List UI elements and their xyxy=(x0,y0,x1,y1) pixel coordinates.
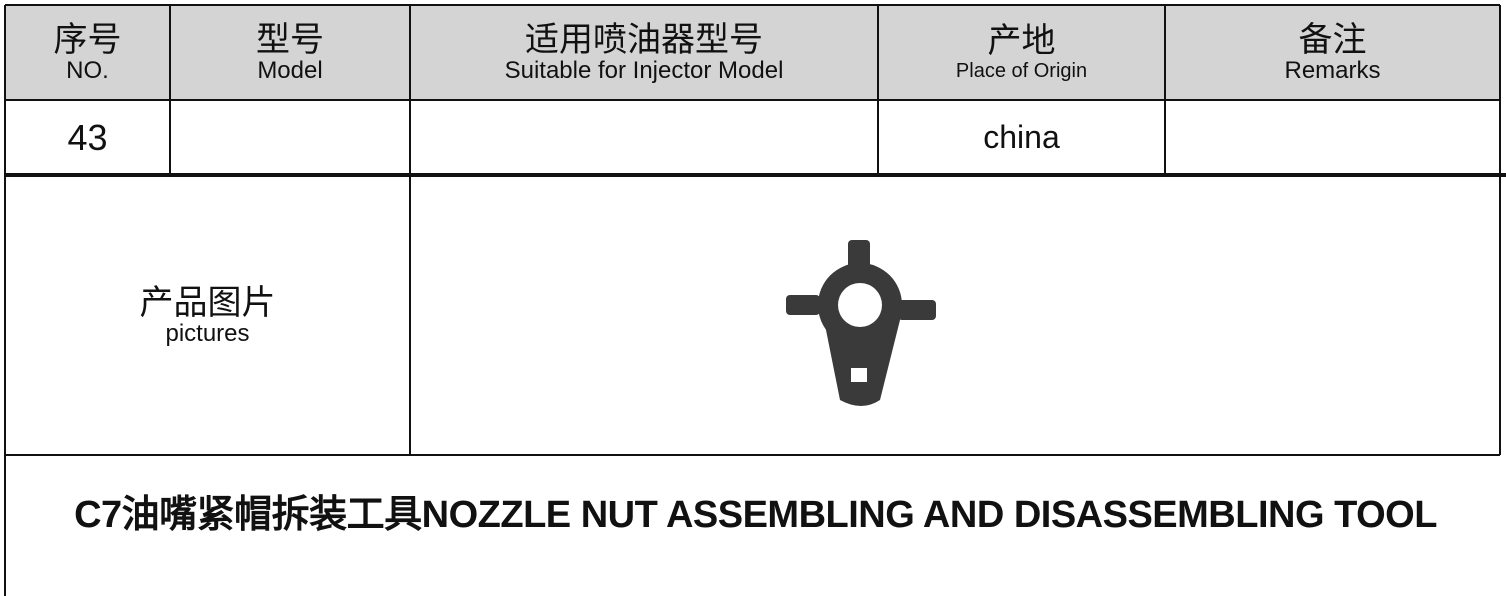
picture-label: 产品图片 pictures xyxy=(5,177,410,455)
product-title: C7油嘴紧帽拆装工具NOZZLE NUT ASSEMBLING AND DISA… xyxy=(74,493,1437,536)
header-cell: 序号 NO. xyxy=(5,5,170,100)
row-origin: china xyxy=(983,119,1060,155)
product-image xyxy=(786,240,936,406)
header-cell: 适用喷油器型号 Suitable for Injector Model xyxy=(410,5,878,100)
header-zh: 型号 xyxy=(256,20,324,59)
header-en: Model xyxy=(257,56,323,84)
header-cell: 产地 Place of Origin xyxy=(878,5,1165,100)
header-en: Suitable for Injector Model xyxy=(504,56,784,84)
header-zh: 产地 xyxy=(987,21,1056,60)
header-zh: 适用喷油器型号 xyxy=(525,20,763,59)
header-cell: 备注 Remarks xyxy=(1165,5,1500,100)
header-en: NO. xyxy=(66,56,109,84)
header-en: Remarks xyxy=(1284,56,1381,84)
header-zh: 备注 xyxy=(1298,20,1367,59)
header-en: Place of Origin xyxy=(955,59,1088,82)
header-cell: 型号 Model xyxy=(170,5,410,100)
picture-zh: 产品图片 xyxy=(139,284,276,322)
picture-en: pictures xyxy=(165,320,250,347)
header-zh: 序号 xyxy=(53,20,122,59)
row-number: 43 xyxy=(67,116,108,158)
header-background xyxy=(5,5,1500,100)
